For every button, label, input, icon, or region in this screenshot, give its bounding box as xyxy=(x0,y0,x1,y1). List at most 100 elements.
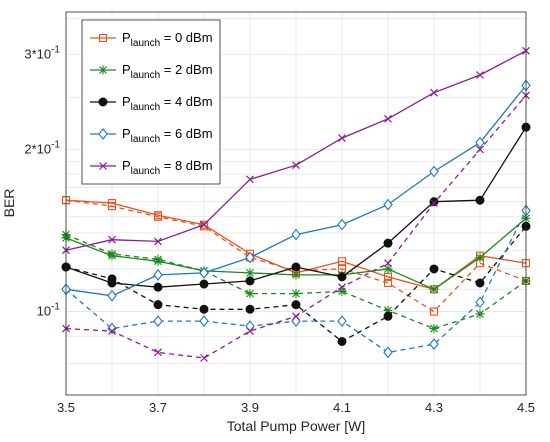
legend: Plaunch = 0 dBm Plaunch = 2 dBm Plaunch = … xyxy=(81,19,221,185)
series-2-solid-point xyxy=(291,262,301,272)
y-tick-label: 10-1 xyxy=(37,302,61,319)
series-1-dashed-point xyxy=(291,289,301,299)
series-1-dashed-point xyxy=(475,309,485,319)
x-tick-label: 4.1 xyxy=(333,400,351,415)
legend-label-1: Plaunch = 2 dBm xyxy=(122,62,213,81)
legend-label-0: Plaunch = 0 dBm xyxy=(122,30,213,49)
plot-frame xyxy=(65,11,527,396)
series-4-dashed-point xyxy=(384,259,392,268)
series-1-dashed-point xyxy=(383,305,393,315)
series-4-dashed-point xyxy=(108,327,116,336)
series-1-solid-point xyxy=(153,256,163,266)
series-2-solid-point xyxy=(383,238,393,248)
series-4-dashed-point xyxy=(246,327,254,336)
series-3-solid-point xyxy=(153,268,163,281)
series-4 xyxy=(62,46,530,362)
y-tick-labels: 10-1 2*10-1 3*10-1 xyxy=(24,45,60,319)
series-2-solid-point xyxy=(153,282,163,292)
legend-marker-4 xyxy=(99,162,107,170)
series-0-solid-point xyxy=(199,220,209,229)
series-4-solid-point xyxy=(384,114,392,123)
series-2-dashed-point xyxy=(337,336,347,346)
series-1-solid-point xyxy=(291,270,301,280)
series-2-solid-point xyxy=(429,197,439,207)
x-tick-label: 3.9 xyxy=(241,400,259,415)
series-4-solid-point xyxy=(154,237,162,246)
legend-label-2: Plaunch = 4 dBm xyxy=(122,94,213,113)
series-2-dashed-point xyxy=(199,304,209,314)
series-2-dashed-point xyxy=(291,300,301,310)
x-tick-label: 3.5 xyxy=(57,400,75,415)
series-4-dashed-point xyxy=(338,283,346,292)
legend-label-4: Plaunch = 8 dBm xyxy=(122,158,213,177)
y-tick-label: 2*10-1 xyxy=(24,139,60,156)
series-3 xyxy=(61,79,531,359)
series-1-solid-point xyxy=(245,268,255,278)
series-3-solid-point xyxy=(383,198,393,211)
series-2-dashed-point xyxy=(475,278,485,288)
legend-marker-2 xyxy=(98,97,108,107)
series-4-solid-point xyxy=(430,88,438,97)
series-2-solid-point xyxy=(475,195,485,205)
series-0-dashed-point xyxy=(429,307,439,316)
series-2-dashed-point xyxy=(245,304,255,314)
series-4-dashed-point xyxy=(430,199,438,208)
series-4-solid-point xyxy=(108,235,116,244)
series-0-dashed-point xyxy=(383,278,393,288)
legend-marker-1 xyxy=(98,65,108,75)
series-2-solid-point xyxy=(337,272,347,282)
series-4-dashed-point xyxy=(154,348,162,357)
series-4-dashed-point xyxy=(200,354,208,362)
series-4-solid-point xyxy=(338,134,346,142)
series-3-dashed-point xyxy=(199,315,209,328)
series-0-solid-point xyxy=(107,199,117,208)
x-tick-labels: 3.5 3.7 3.9 4.1 4.3 4.5 xyxy=(57,400,535,415)
series-1-solid-point xyxy=(383,264,393,274)
series-2-dashed-point xyxy=(383,311,393,321)
x-tick-label: 4.3 xyxy=(425,400,443,415)
series-2-solid-point xyxy=(107,278,117,288)
series-3-dashed-point xyxy=(475,296,485,309)
series-3-dashed-point xyxy=(337,315,347,328)
series-3-dashed-point xyxy=(153,315,163,328)
series-3-solid-point xyxy=(199,266,209,279)
series-3-solid-point xyxy=(245,251,255,264)
series-4-dashed-point xyxy=(292,312,300,321)
series-2-solid-point xyxy=(245,276,255,286)
series-4-solid-point xyxy=(292,161,300,170)
series-4-solid-point xyxy=(476,71,484,79)
series-1-solid-point xyxy=(429,284,439,294)
series-2-solid-point xyxy=(199,279,209,289)
series-4-solid-point xyxy=(246,175,254,184)
series-group xyxy=(61,46,531,362)
series-1-dashed-point xyxy=(245,289,255,299)
y-axis-label: BER xyxy=(1,189,17,218)
x-axis-label: Total Pump Power [W] xyxy=(227,418,366,434)
series-1-solid-point xyxy=(107,251,117,261)
series-3-solid-point xyxy=(475,136,485,149)
series-4-dashed-point xyxy=(476,145,484,154)
series-3-solid-point xyxy=(107,289,117,302)
series-0-solid-point xyxy=(337,257,347,266)
legend-label-3: Plaunch = 6 dBm xyxy=(122,126,213,145)
legend-marker-3 xyxy=(98,128,108,140)
series-3-solid-point xyxy=(429,165,439,178)
series-1-solid-point xyxy=(475,253,485,263)
series-3-solid-point xyxy=(291,228,301,241)
series-3-solid-point xyxy=(337,218,347,231)
y-tick-label: 3*10-1 xyxy=(24,45,60,62)
series-3-dashed-point xyxy=(383,346,393,359)
series-3-dashed-point xyxy=(429,338,439,351)
x-tick-label: 4.5 xyxy=(517,400,535,415)
series-2 xyxy=(61,122,531,346)
series-0-solid-point xyxy=(153,211,163,220)
series-2-dashed-point xyxy=(429,264,439,274)
series-1-dashed-point xyxy=(429,324,439,334)
series-2-dashed-point xyxy=(153,300,163,310)
x-tick-label: 3.7 xyxy=(149,400,167,415)
legend-marker-0 xyxy=(98,33,108,43)
series-4-solid-point xyxy=(200,220,208,229)
series-1-dashed-point xyxy=(337,286,347,296)
series-3-dashed-point xyxy=(107,322,117,335)
